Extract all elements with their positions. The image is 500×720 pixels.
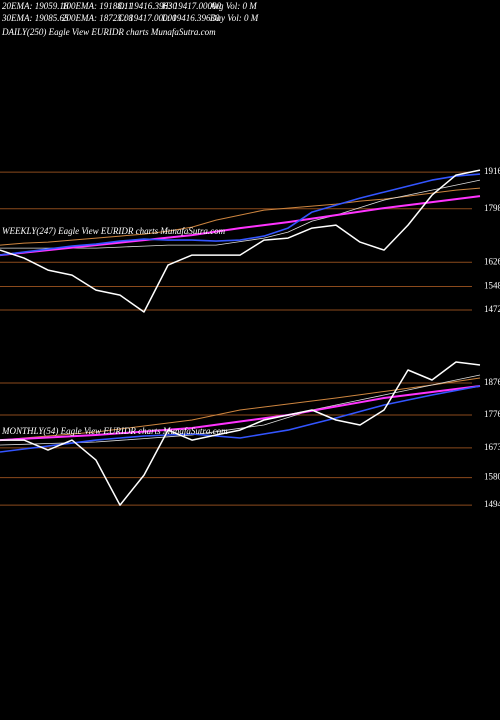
level-label: 1580 (484, 472, 500, 482)
panel-label: WEEKLY(247) Eagle View EURIDR charts Mun… (2, 226, 226, 236)
header-stat: O: 19416.39630 (118, 1, 177, 11)
level-label: 1673 (484, 442, 500, 452)
series-line (0, 385, 481, 442)
level-label: 1494 (484, 499, 500, 509)
daily-label: DAILY(250) Eagle View EURIDR charts Muna… (1, 27, 216, 37)
header-stat: 20EMA: 19059.18 (2, 1, 69, 11)
level-label: 1626 (484, 256, 500, 266)
series-line (0, 169, 481, 313)
series-line (0, 377, 481, 441)
series-line (0, 179, 481, 249)
header-stat: 100EMA: 19188.11 (62, 1, 132, 11)
panel-label: MONTHLY(54) Eagle View EURIDR charts Mun… (1, 426, 228, 436)
level-label: 1776 (484, 409, 500, 419)
level-label: 1916 (484, 166, 500, 176)
series-line (0, 361, 481, 506)
header-stat: Avg Vol: 0 M (209, 1, 257, 11)
header-stat: 200EMA: 18723.08 (62, 13, 133, 23)
series-line (0, 195, 481, 257)
series-line (0, 385, 481, 453)
level-label: 1472 (484, 304, 500, 314)
header-stat: L: 19416.39630 (161, 13, 220, 23)
header-stat: H: 19417.00000 (161, 1, 221, 11)
level-label: 1798 (484, 203, 500, 213)
header-stat: Day Vol: 0 M (209, 13, 259, 23)
level-label: 1876 (484, 377, 500, 387)
series-line (0, 173, 481, 256)
header-stat: C: 19417.00000 (118, 13, 177, 23)
header-stat: 30EMA: 19085.65 (1, 13, 69, 23)
level-label: 1548 (484, 281, 500, 291)
